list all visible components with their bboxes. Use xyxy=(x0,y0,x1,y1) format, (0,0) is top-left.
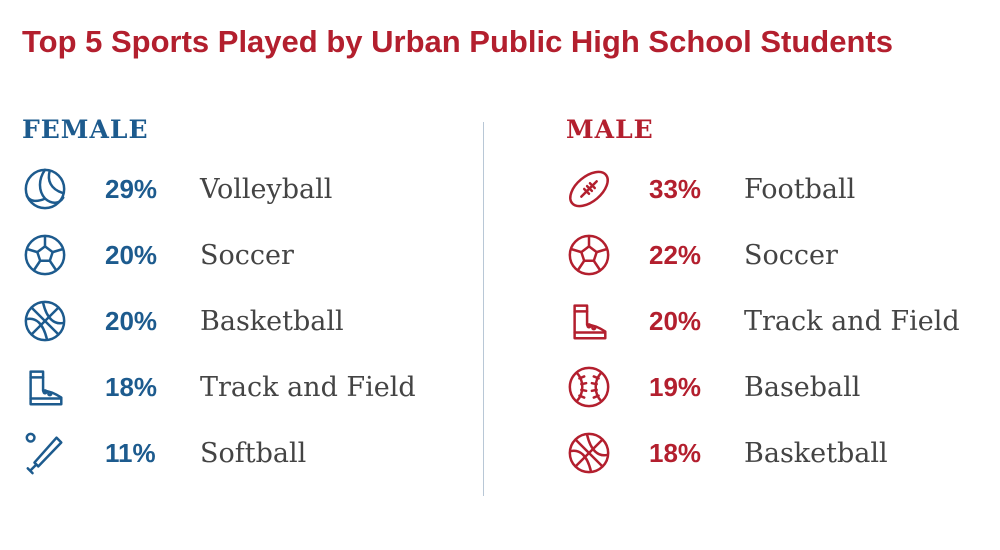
volleyball-icon xyxy=(22,166,68,212)
female-heading: FEMALE xyxy=(22,115,149,144)
sport-label: Basketball xyxy=(200,305,344,337)
football-icon xyxy=(566,166,612,212)
sport-label: Soccer xyxy=(744,239,838,271)
male-row-4: 19% Baseball xyxy=(566,354,1000,420)
female-row-2: 20% Soccer xyxy=(22,222,462,288)
sport-label: Track and Field xyxy=(744,305,960,337)
percentage-value: 20% xyxy=(649,305,702,336)
percentage-value: 20% xyxy=(105,305,158,336)
female-row-4: 18% Track and Field xyxy=(22,354,462,420)
male-heading: MALE xyxy=(566,115,654,144)
percentage-value: 19% xyxy=(649,371,702,402)
sport-label: Football xyxy=(744,173,856,205)
percentage-value: 20% xyxy=(105,239,158,270)
basketball-icon xyxy=(22,298,68,344)
male-row-2: 22% Soccer xyxy=(566,222,1000,288)
sport-label: Baseball xyxy=(744,371,861,403)
sport-label: Basketball xyxy=(744,437,888,469)
column-divider xyxy=(483,122,484,496)
percentage-value: 29% xyxy=(105,173,158,204)
male-column: MALE 33% Football 22% Soccer 20% Track and … xyxy=(566,110,1000,486)
percentage-value: 11% xyxy=(105,437,156,468)
male-row-1: 33% Football xyxy=(566,156,1000,222)
male-row-3: 20% Track and Field xyxy=(566,288,1000,354)
track-shoe-icon xyxy=(566,298,612,344)
percentage-value: 22% xyxy=(649,239,702,270)
softball-bat-icon xyxy=(22,430,68,476)
male-row-5: 18% Basketball xyxy=(566,420,1000,486)
percentage-value: 18% xyxy=(105,371,158,402)
female-row-5: 11% Softball xyxy=(22,420,462,486)
female-row-3: 20% Basketball xyxy=(22,288,462,354)
soccer-ball-icon xyxy=(566,232,612,278)
sport-label: Soccer xyxy=(200,239,294,271)
baseball-icon xyxy=(566,364,612,410)
soccer-ball-icon xyxy=(22,232,68,278)
sport-label: Volleyball xyxy=(200,173,333,205)
track-shoe-icon xyxy=(22,364,68,410)
percentage-value: 33% xyxy=(649,173,702,204)
female-column: FEMALE 29% Volleyball 20% Soccer 20% Basket… xyxy=(22,110,462,486)
percentage-value: 18% xyxy=(649,437,702,468)
female-row-1: 29% Volleyball xyxy=(22,156,462,222)
basketball-icon xyxy=(566,430,612,476)
sport-label: Softball xyxy=(200,437,307,469)
chart-title: Top 5 Sports Played by Urban Public High… xyxy=(22,24,893,59)
sport-label: Track and Field xyxy=(200,371,416,403)
